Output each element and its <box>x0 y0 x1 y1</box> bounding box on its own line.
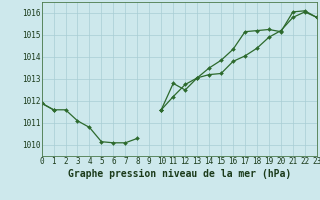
X-axis label: Graphe pression niveau de la mer (hPa): Graphe pression niveau de la mer (hPa) <box>68 169 291 179</box>
